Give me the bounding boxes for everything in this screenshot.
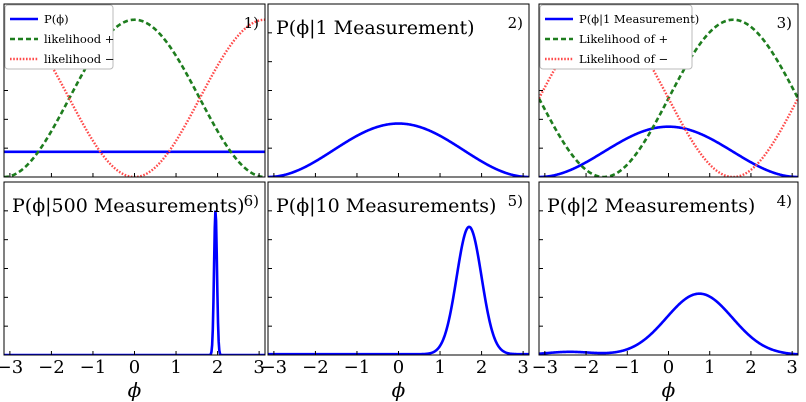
series-line-posterior	[268, 122, 529, 177]
panel-title: P(ϕ|10 Measurements)	[276, 195, 496, 217]
panel-6: 4) P(ϕ|2 Measurements)	[538, 181, 799, 356]
legend-entry: P(ϕ|1 Measurement)	[579, 12, 699, 27]
panel-number: 2)	[508, 14, 523, 32]
panel-number: 1)	[244, 14, 259, 32]
panel-title: P(ϕ|1 Measurement)	[276, 17, 475, 39]
x-tick-label: −2	[573, 357, 600, 378]
panel-number: 6)	[244, 192, 259, 210]
panel-title: P(ϕ|500 Measurements)	[12, 195, 245, 217]
panel-number: 4)	[777, 192, 792, 210]
x-tick-label: 0	[129, 357, 140, 378]
legend-entry: likelihood +	[44, 32, 114, 46]
x-tick-label: 1	[434, 357, 445, 378]
x-tick-label: 3	[786, 357, 797, 378]
x-axis-label: ϕ	[662, 378, 676, 402]
panel-title: P(ϕ|2 Measurements)	[547, 195, 755, 217]
legend-entry: P(ϕ)	[44, 12, 69, 26]
panel-4: 6)P(ϕ|500 Measurements)	[3, 181, 266, 356]
legend-box	[4, 4, 114, 70]
x-axis-label: ϕ	[128, 378, 142, 402]
x-tick-label: 0	[663, 357, 674, 378]
series-line-posterior	[4, 210, 265, 355]
series-line-likelihood-of-	[539, 18, 798, 177]
x-tick-label: 2	[745, 357, 756, 378]
x-tick-label: 2	[476, 357, 487, 378]
series-line-posterior	[539, 292, 798, 355]
x-tick-label: −1	[344, 357, 371, 378]
panel-number: 5)	[508, 192, 523, 210]
series-line-posterior	[268, 225, 529, 355]
x-tick-label: −2	[38, 357, 65, 378]
x-tick-label: 2	[212, 357, 223, 378]
x-axis-label: ϕ	[392, 378, 406, 402]
panel-1: 1) P(ϕ) likelihood + likelihood −	[3, 3, 266, 178]
x-tick-label: −3	[261, 357, 288, 378]
x-tick-label: −3	[532, 357, 559, 378]
legend-entry: Likelihood of −	[579, 52, 668, 66]
x-tick-label: 1	[170, 357, 181, 378]
legend-entry: likelihood −	[44, 52, 114, 66]
panel-2: 2) P(ϕ|1 Measurement)	[267, 3, 530, 178]
series-line-p-1-measurement-	[539, 125, 798, 177]
x-tick-label: −2	[302, 357, 329, 378]
legend-box	[539, 4, 693, 70]
legend: P(ϕ) likelihood + likelihood −	[4, 4, 114, 70]
x-tick-label: −1	[614, 357, 641, 378]
x-tick-label: −3	[0, 357, 23, 378]
panel-number: 3)	[777, 14, 792, 32]
x-tick-label: 1	[704, 357, 715, 378]
panel-3: 3) P(ϕ|1 Measurement) Likelihood of + Likel…	[538, 3, 799, 178]
x-tick-label: 0	[393, 357, 404, 378]
legend: P(ϕ|1 Measurement) Likelihood of + Likelih…	[539, 4, 699, 70]
panel-5: 5) P(ϕ|10 Measurements)	[267, 181, 530, 356]
x-tick-label: −1	[80, 357, 107, 378]
x-tick-label: 3	[517, 357, 528, 378]
panels: 1) P(ϕ) likelihood + likelihood − 2) P(ϕ|1 Me…	[3, 3, 799, 356]
x-tick-label: 3	[253, 357, 264, 378]
series-line-likelihood-	[4, 18, 265, 177]
x-axes: −3 −2 −1 0 1 2 3 ϕ −3 −2 −1 0 1 2 3 ϕ −3 −2 −1 0 1 2 3 ϕ	[0, 357, 798, 402]
legend-entry: Likelihood of +	[579, 32, 668, 46]
